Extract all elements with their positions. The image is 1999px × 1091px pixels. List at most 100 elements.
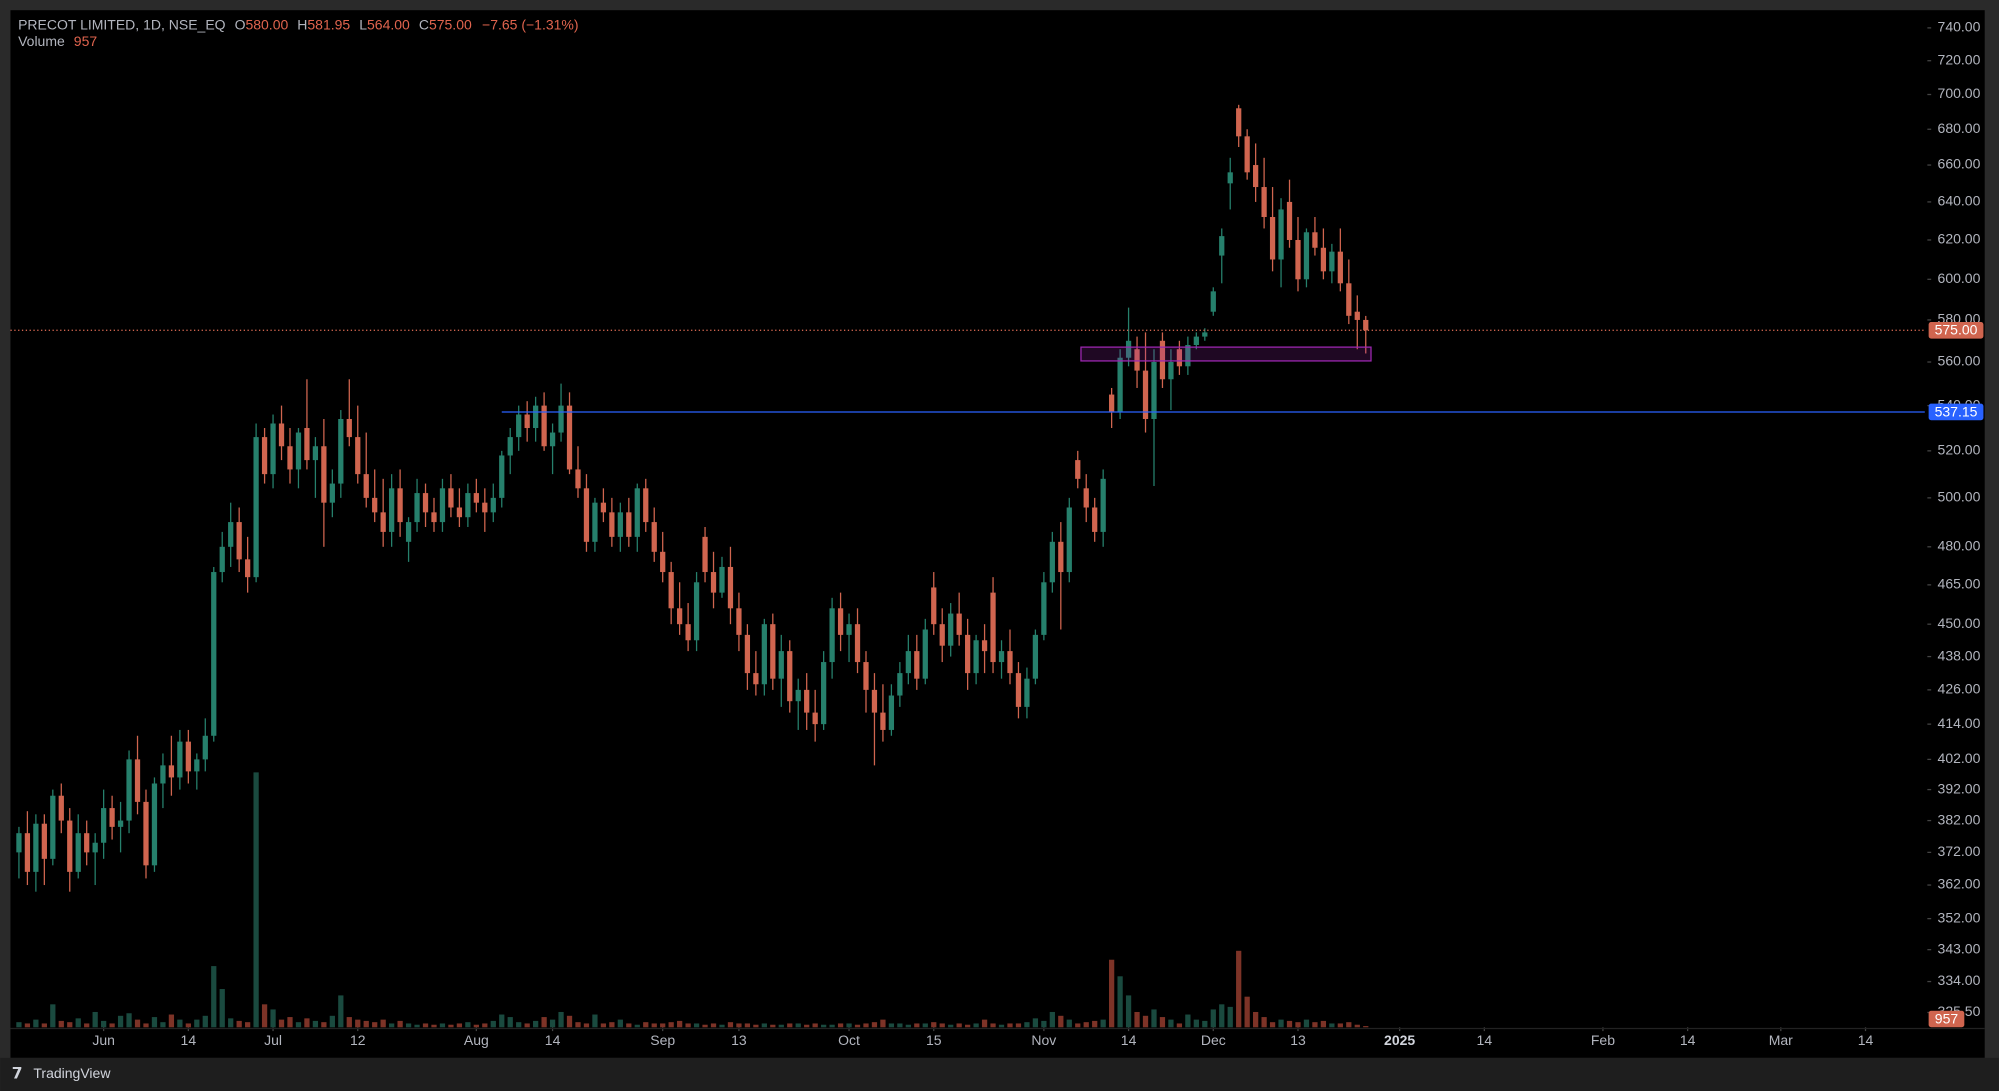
candle-body [1286,201,1293,240]
volume-bar [939,1023,945,1028]
candle-body [583,488,590,542]
candle-body [1066,507,1072,573]
y-tick-label: 465.00 [1938,576,1981,592]
candle-body [194,759,200,772]
volume-bar [998,1024,1005,1028]
volume-bar [727,1022,734,1028]
volume-bar [1092,1020,1098,1028]
volume-bar [736,1023,742,1028]
volume-bar [126,1013,132,1028]
y-tick-label: 352.00 [1938,909,1981,925]
brand-logo[interactable]: 𝟳 [12,1065,23,1082]
brand-name[interactable]: TradingView [33,1065,111,1081]
candle-body [905,651,911,674]
candle-body [397,488,403,523]
volume-bar [1346,1022,1352,1028]
candle-body [1329,251,1335,272]
volume-bar [253,772,259,1028]
volume-bar [1253,1011,1259,1028]
price-label: 575.00 [1935,322,1978,338]
volume-bar [1125,995,1132,1028]
volume-bar [1083,1022,1089,1028]
volume-bar [1312,1022,1318,1028]
volume-bar [168,1014,175,1028]
brand[interactable]: 𝟳 TradingView [12,1065,112,1082]
volume-bar [109,1023,115,1028]
y-tick-label: 362.00 [1938,876,1981,892]
volume-bar [1337,1023,1343,1028]
y-tick-label: 680.00 [1938,120,1981,136]
candle-body [448,488,454,508]
candle-body [914,651,920,679]
x-tick-label: Sep [650,1032,675,1048]
volume-bar [1320,1020,1327,1028]
candle-body [228,522,234,547]
x-tick-label: Dec [1201,1032,1226,1048]
x-tick-label: 14 [1858,1032,1874,1048]
candle-body [109,808,115,827]
candle-body [160,765,166,784]
volume-bar [1236,950,1242,1028]
candle-body [1117,357,1123,413]
volume-bar [117,1015,124,1028]
candle-body [1092,507,1098,532]
candle-body [812,712,818,725]
candle-body [1049,541,1055,583]
volume-bar [389,1023,395,1028]
volume-bar [473,1024,479,1028]
volume-bar [965,1024,971,1028]
volume-bar [456,1023,463,1028]
volume-bar [753,1024,759,1028]
volume-bar [499,1014,505,1028]
ohlc-value: 575.00 [429,16,472,32]
volume-bar [1049,1011,1055,1028]
volume-bar [295,1022,302,1028]
volume-bar [677,1020,683,1028]
candle-body [1185,345,1191,367]
x-tick-label: 14 [545,1032,561,1048]
volume-bar [914,1023,920,1028]
candle-body [126,759,132,821]
candle-body [651,522,657,552]
volume-bar [660,1023,666,1028]
volume-bar [41,1023,47,1028]
candle-body [744,634,751,674]
y-tick-label: 343.00 [1938,940,1981,956]
volume-bar [1142,1015,1149,1028]
candle-body [295,432,302,470]
x-tick-label: 13 [1290,1032,1306,1048]
candle-body [973,640,979,674]
volume-bar [1109,959,1115,1028]
candle-body [871,689,878,713]
candle-body [558,405,564,433]
candle-body [1363,319,1369,331]
volume-bar [1286,1020,1293,1028]
candle-body [1312,232,1318,248]
candle-body [1151,362,1157,420]
candle-body [278,423,285,447]
volume-bar [1066,1019,1072,1028]
volume-bar [50,1004,56,1028]
candle-body [660,551,666,573]
volume-bar [812,1023,818,1028]
level-label-box [1928,403,1984,421]
candle-body [321,446,327,503]
y-tick-label: 520.00 [1938,442,1981,458]
candle-body [1320,247,1327,272]
candle-body [922,629,928,679]
y-tick-label: 560.00 [1938,353,1981,369]
volume-bar [583,1023,590,1028]
candle-body [143,801,149,866]
volume-bar [1168,1019,1174,1028]
candle-body [1083,488,1089,508]
candle-body [151,783,158,866]
volume-bar [321,1022,327,1028]
candle-body [846,624,852,635]
candle-body [507,437,513,456]
x-tick-label: 14 [181,1032,197,1048]
ohlc-value: 581.95 [307,16,350,32]
volume-bar [414,1024,420,1028]
volume-bar [922,1023,928,1028]
volume-bar [1075,1023,1081,1028]
volume-bar [1295,1022,1301,1028]
